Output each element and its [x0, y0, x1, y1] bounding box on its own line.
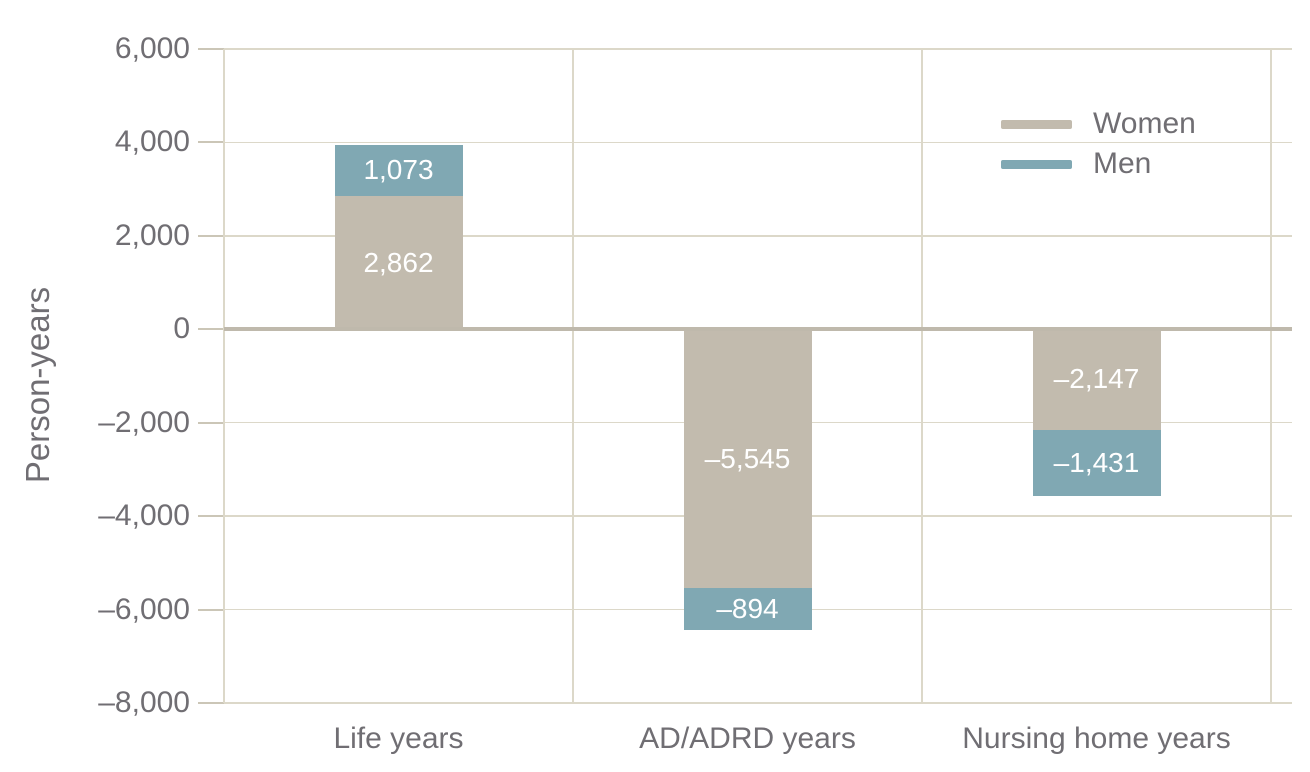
gridline [224, 235, 1292, 237]
legend-swatch-women [1001, 119, 1072, 129]
panel-divider [572, 49, 574, 703]
y-tick-label: –6,000 [98, 592, 190, 626]
legend-label: Men [1093, 147, 1152, 180]
y-tick-mark [198, 141, 224, 144]
legend-label: Women [1093, 107, 1196, 140]
bar-segment-men-nursing-home-years [1032, 429, 1161, 497]
bar-segment-men-ad-adrd-years [683, 588, 812, 631]
y-tick-mark [198, 608, 224, 611]
zero-axis-line [224, 327, 1292, 332]
bar-segment-women-life-years [334, 195, 463, 330]
y-tick-mark [198, 515, 224, 518]
y-tick-mark [198, 48, 224, 50]
bar-segment-women-nursing-home-years [1032, 329, 1161, 430]
legend-swatch-men [1001, 159, 1072, 169]
y-tick-mark [198, 234, 224, 237]
y-tick-label: –2,000 [98, 405, 190, 439]
y-tick-label: 0 [173, 312, 190, 346]
y-tick-label: 6,000 [114, 32, 190, 65]
x-axis-label: Nursing home years [962, 722, 1231, 755]
bar-segment-men-life-years [334, 145, 463, 196]
y-tick-label: –4,000 [98, 499, 190, 533]
y-tick-mark [198, 421, 224, 424]
bar-value-label: –5,545 [704, 443, 791, 475]
legend: Women Men [1001, 104, 1196, 184]
bar-value-label: –2,147 [1053, 363, 1140, 395]
legend-item-women: Women [1001, 104, 1196, 144]
bar-value-label: 2,862 [363, 246, 434, 278]
panel-divider [1270, 49, 1272, 703]
y-axis-line [223, 49, 225, 703]
bar-value-label: –1,431 [1053, 446, 1140, 478]
gridline [224, 702, 1292, 704]
panel-divider [921, 49, 923, 703]
gridline [224, 48, 1292, 50]
legend-item-men: Men [1001, 144, 1196, 184]
y-tick-mark [198, 328, 224, 331]
gridline [224, 141, 1292, 144]
y-tick-mark [198, 702, 224, 704]
bar-value-label: 1,073 [363, 154, 434, 186]
x-axis-label: Life years [333, 722, 464, 755]
y-tick-label: 2,000 [114, 218, 190, 252]
bar-segment-women-ad-adrd-years [683, 329, 812, 589]
y-tick-label: –8,000 [98, 686, 190, 719]
x-axis-label: AD/ADRD years [639, 722, 856, 755]
bar-value-label: –894 [716, 593, 779, 625]
y-tick-label: 4,000 [114, 125, 190, 159]
